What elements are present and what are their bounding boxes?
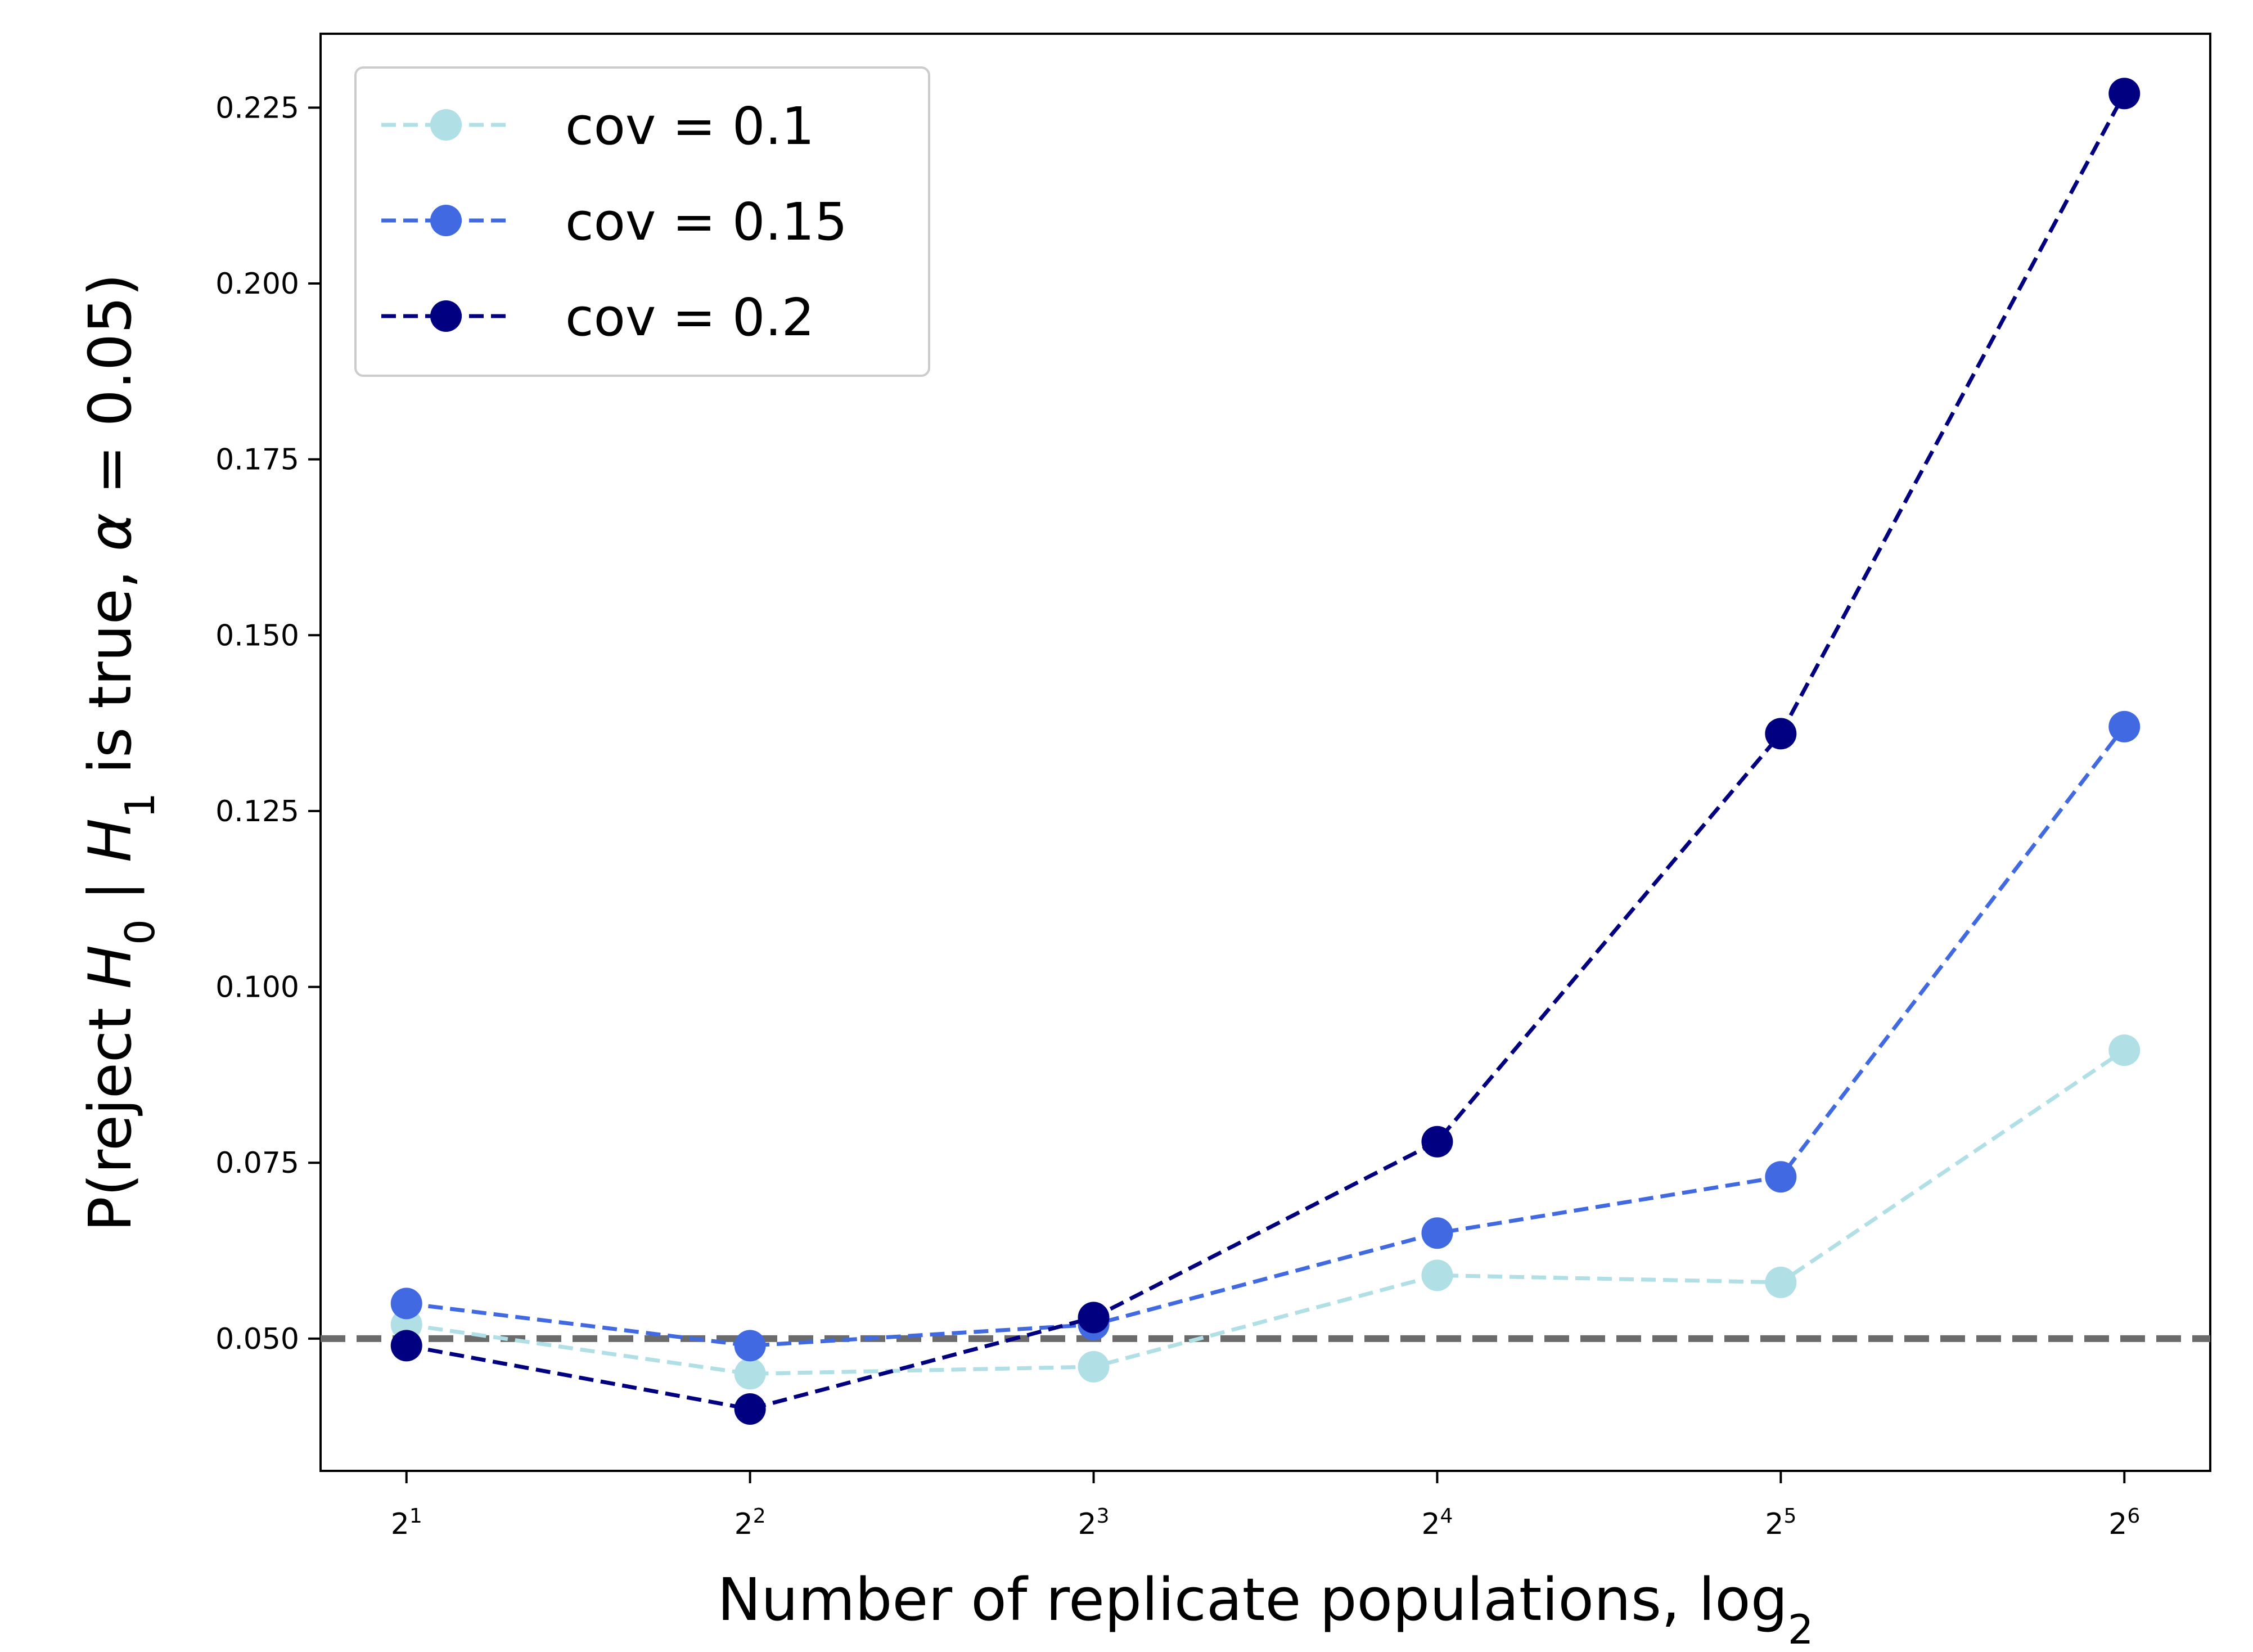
y-tick-label: 0.200 (215, 267, 299, 301)
series (390, 78, 2141, 1425)
data-point (1421, 1217, 1453, 1249)
legend-marker (430, 205, 462, 236)
data-point (734, 1393, 766, 1425)
series-group (390, 78, 2141, 1425)
data-point (390, 1288, 422, 1320)
legend-label: cov = 0.1 (565, 96, 814, 156)
data-point (1765, 1161, 1797, 1193)
plot-frame (319, 33, 2211, 1472)
data-point (734, 1330, 766, 1362)
x-axis-title: Number of replicate populations, log2 (717, 1565, 1813, 1652)
x-tick-label: 26 (2108, 1505, 2140, 1542)
data-point (1078, 1302, 1110, 1334)
legend-label: cov = 0.2 (565, 287, 814, 348)
data-point (1765, 718, 1797, 750)
x-tick-label: 25 (1765, 1505, 1796, 1542)
plot-area (319, 33, 2211, 1472)
series-line (406, 1048, 2126, 1376)
legend: cov = 0.1 cov = 0.15 cov = 0.2 (354, 66, 930, 377)
legend-label: cov = 0.15 (565, 192, 848, 252)
y-tick-label: 0.225 (215, 91, 299, 125)
y-tick-label: 0.125 (215, 795, 299, 829)
legend-marker (430, 109, 462, 141)
data-point (2108, 1034, 2141, 1066)
legend-marker (430, 300, 462, 332)
data-point (1078, 1351, 1110, 1383)
data-point (1421, 1259, 1453, 1291)
x-axis: 21 22 23 24 25 26 (391, 1471, 2140, 1542)
x-tick-label: 21 (391, 1505, 422, 1542)
x-tick-label: 24 (1421, 1505, 1453, 1542)
y-tick-label: 0.075 (215, 1146, 299, 1180)
data-point (1421, 1126, 1453, 1158)
data-point (2108, 78, 2141, 110)
y-tick-label: 0.175 (215, 443, 299, 477)
legend-box (354, 66, 930, 377)
y-axis: 0.050 0.075 0.100 0.125 0.150 0.175 0.200 0.225 (215, 91, 321, 1356)
data-point (2108, 710, 2141, 742)
data-point (1765, 1266, 1797, 1298)
y-axis-title: P(reject H0 | H1 is true, α = 0.05) (76, 273, 164, 1232)
y-tick-label: 0.050 (215, 1322, 299, 1356)
y-tick-label: 0.150 (215, 619, 299, 652)
series-line (406, 92, 2126, 1411)
x-tick-label: 23 (1078, 1505, 1110, 1542)
data-point (390, 1330, 422, 1362)
x-tick-label: 22 (735, 1505, 766, 1542)
y-tick-label: 0.100 (215, 971, 299, 1005)
series-line (406, 725, 2126, 1348)
data-point (734, 1358, 766, 1390)
